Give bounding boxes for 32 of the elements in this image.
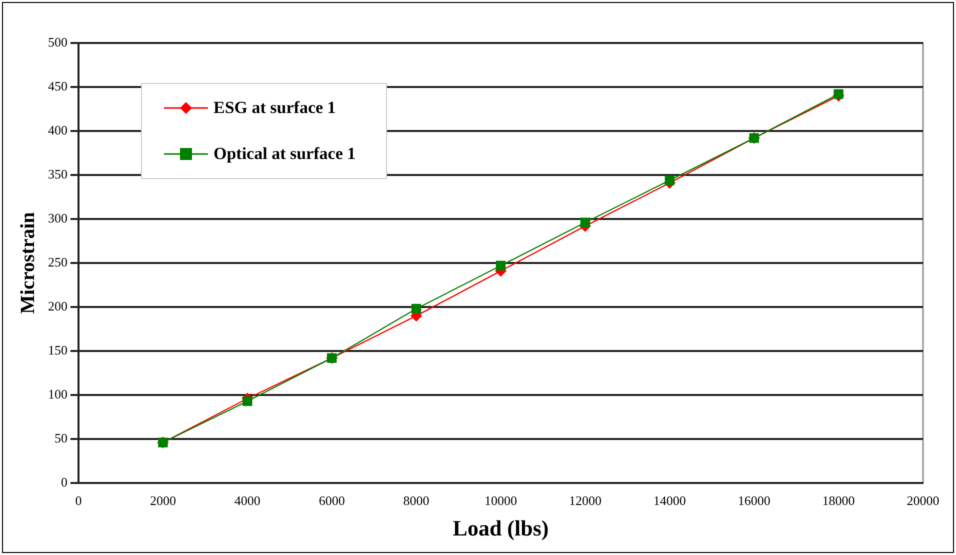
- y-tick-label: 100: [48, 386, 68, 402]
- x-tick-label: 4000: [234, 493, 260, 508]
- x-tick-label: 0: [75, 493, 82, 508]
- point: [580, 218, 590, 228]
- y-tick-label: 0: [61, 474, 68, 490]
- legend-label: Optical at surface 1: [214, 144, 356, 164]
- point: [496, 260, 506, 270]
- x-tick-label: 2000: [150, 493, 176, 508]
- x-axis-title: Load (lbs): [452, 515, 549, 540]
- x-tick-label: 18000: [822, 493, 855, 508]
- x-tick-label: 8000: [403, 493, 430, 508]
- x-tick-label: 14000: [653, 493, 686, 508]
- y-tick-label: 250: [48, 254, 68, 270]
- y-tick-label: 200: [48, 298, 68, 314]
- x-tick-label: 20000: [906, 493, 940, 508]
- y-tick-label: 400: [48, 122, 68, 138]
- x-tick-label: 10000: [484, 493, 517, 508]
- x-tick-label: 16000: [738, 493, 770, 508]
- y-tick-label: 350: [48, 166, 68, 182]
- y-tick-label: 150: [48, 342, 68, 358]
- y-tick-label: 300: [48, 210, 68, 226]
- x-tick-label: 6000: [318, 493, 345, 508]
- x-tick-label: 12000: [568, 493, 602, 508]
- legend-label: ESG at surface 1: [214, 98, 336, 118]
- point: [411, 304, 422, 314]
- point: [834, 89, 844, 99]
- y-axis-title: Microstrain: [17, 212, 40, 314]
- point: [242, 396, 252, 406]
- point: [664, 175, 674, 186]
- y-tick-label: 500: [48, 34, 68, 50]
- y-tick-label: 450: [48, 78, 68, 94]
- y-tick-label: 50: [54, 430, 68, 446]
